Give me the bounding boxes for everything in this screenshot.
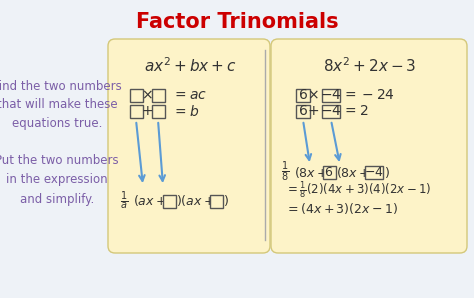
- Text: $= (4x+3)(2x-1)$: $= (4x+3)(2x-1)$: [285, 201, 398, 215]
- Text: $6$: $6$: [298, 104, 308, 118]
- Text: $6$: $6$: [324, 165, 334, 179]
- Text: $)$: $)$: [223, 193, 229, 209]
- FancyBboxPatch shape: [152, 105, 165, 118]
- Text: Factor Trinomials: Factor Trinomials: [136, 12, 338, 32]
- Text: $)$: $)$: [384, 164, 390, 179]
- Text: $-4$: $-4$: [320, 88, 342, 102]
- Text: $(ax+$: $(ax+$: [133, 193, 167, 209]
- Text: $= 2$: $= 2$: [342, 104, 368, 118]
- Text: $= -24$: $= -24$: [342, 88, 395, 102]
- Text: $8x^2 + 2x - 3$: $8x^2 + 2x - 3$: [323, 57, 417, 75]
- FancyBboxPatch shape: [296, 105, 310, 118]
- Text: $= ac$: $= ac$: [172, 88, 207, 102]
- Text: $(8x+$: $(8x+$: [294, 164, 328, 179]
- FancyBboxPatch shape: [108, 39, 270, 253]
- FancyBboxPatch shape: [130, 89, 143, 102]
- FancyBboxPatch shape: [152, 89, 165, 102]
- FancyBboxPatch shape: [163, 195, 176, 208]
- Text: $6$: $6$: [298, 88, 308, 102]
- Text: $)(ax+$: $)(ax+$: [176, 193, 215, 209]
- FancyBboxPatch shape: [271, 39, 467, 253]
- Text: $-4$: $-4$: [364, 165, 384, 179]
- Text: $+$: $+$: [141, 104, 153, 118]
- Text: $\times$: $\times$: [141, 88, 153, 102]
- Text: $\frac{1}{a}$: $\frac{1}{a}$: [120, 190, 128, 212]
- FancyBboxPatch shape: [322, 89, 340, 102]
- Text: $\times$: $\times$: [307, 88, 319, 102]
- FancyBboxPatch shape: [323, 166, 336, 179]
- Text: $\frac{1}{8}$: $\frac{1}{8}$: [281, 160, 289, 184]
- Text: Put the two numbers
in the expression
and simplify.: Put the two numbers in the expression an…: [0, 154, 119, 206]
- FancyBboxPatch shape: [365, 166, 383, 179]
- Text: $=\frac{1}{8}(2)(4x+3)(4)(2x-1)$: $=\frac{1}{8}(2)(4x+3)(4)(2x-1)$: [285, 179, 431, 201]
- FancyBboxPatch shape: [322, 105, 340, 118]
- FancyBboxPatch shape: [130, 105, 143, 118]
- Text: $(8x+$: $(8x+$: [336, 164, 370, 179]
- Text: $-4$: $-4$: [320, 104, 342, 118]
- FancyBboxPatch shape: [210, 195, 223, 208]
- Text: $+$: $+$: [307, 104, 319, 118]
- Text: $= b$: $= b$: [172, 103, 199, 119]
- Text: Find the two numbers
that will make these
equations true.: Find the two numbers that will make thes…: [0, 80, 121, 131]
- Text: $ax^2 + bx + c$: $ax^2 + bx + c$: [144, 57, 237, 75]
- FancyBboxPatch shape: [296, 89, 310, 102]
